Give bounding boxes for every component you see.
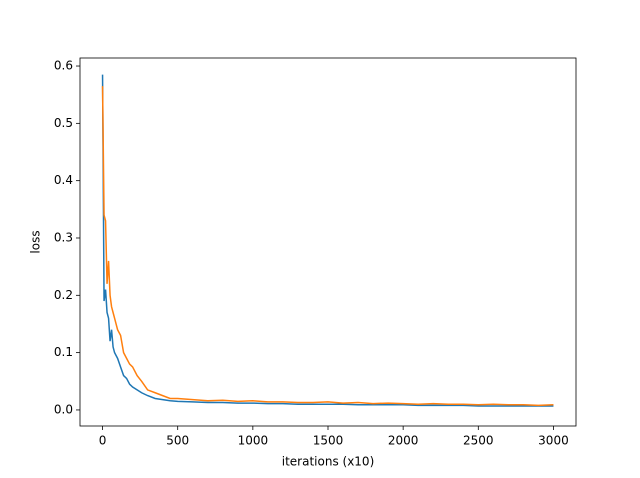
y-tick-label: 0.0 [54, 402, 73, 416]
x-axis-label: iterations (x10) [282, 455, 375, 469]
x-tick-label: 2000 [388, 434, 419, 448]
y-tick-label: 0.5 [54, 116, 73, 130]
x-tick-label: 1000 [238, 434, 269, 448]
x-tick-label: 500 [166, 434, 189, 448]
x-tick-label: 3000 [538, 434, 569, 448]
x-tick-label: 0 [99, 434, 107, 448]
y-tick-label: 0.6 [54, 59, 73, 73]
loss-line [101, 86, 554, 407]
loss-line [101, 74, 554, 407]
y-tick-label: 0.3 [54, 230, 73, 244]
plot-frame [79, 57, 577, 427]
x-tick-label: 2500 [463, 434, 494, 448]
x-tick-label: 1500 [313, 434, 344, 448]
y-axis-label: loss [29, 230, 43, 253]
y-tick-label: 0.1 [54, 345, 73, 359]
y-tick-label: 0.4 [54, 173, 73, 187]
y-tick-label: 0.2 [54, 288, 73, 302]
